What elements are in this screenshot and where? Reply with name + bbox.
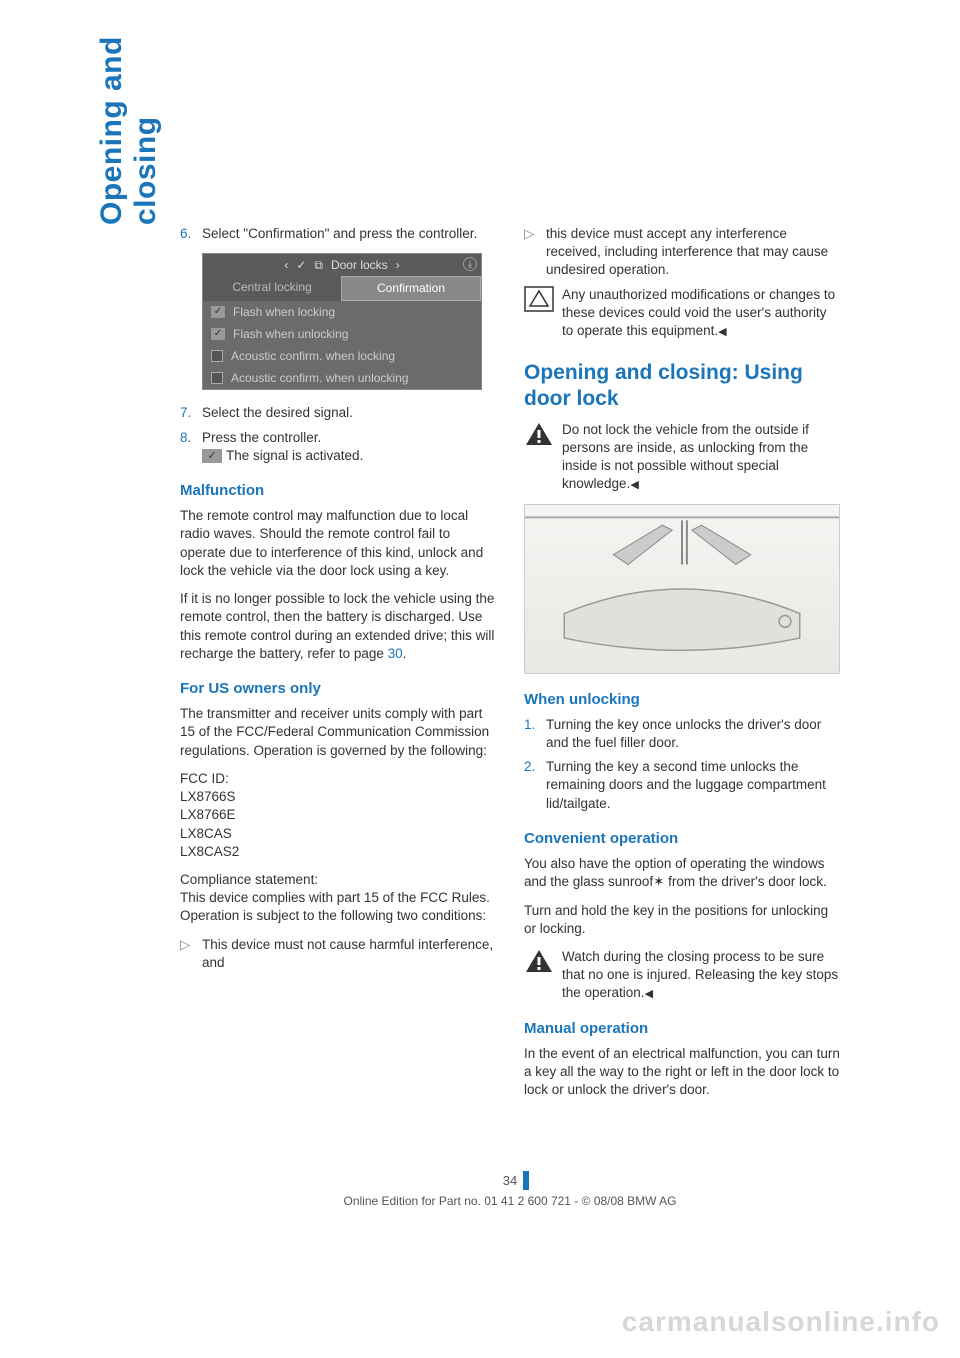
tab-confirmation: Confirmation	[341, 276, 481, 300]
paragraph: In the event of an electrical malfunctio…	[524, 1045, 840, 1100]
warning-notice: Watch during the closing process to be s…	[524, 948, 840, 1003]
checked-icon: ✓	[211, 328, 225, 340]
info-icon	[524, 286, 554, 312]
heading-manual-operation: Manual operation	[524, 1019, 840, 1039]
unchecked-icon	[211, 372, 223, 384]
paragraph: If it is no longer possible to lock the …	[180, 590, 496, 663]
left-column: 6. Select "Confirmation" and press the c…	[180, 225, 496, 1110]
bullet-icon: ▷	[524, 225, 546, 280]
paragraph: The remote control may malfunction due t…	[180, 507, 496, 580]
arrow-left-icon: ‹	[284, 257, 288, 273]
watermark: carmanualsonline.info	[622, 1306, 940, 1338]
step-number: 1.	[524, 716, 546, 752]
end-marker-icon: ◀	[718, 326, 726, 338]
step-text: Turning the key once unlocks the driver'…	[546, 716, 840, 752]
page-footer: 34 Online Edition for Part no. 01 41 2 6…	[180, 1171, 840, 1208]
section-sidebar-title: Opening and closing	[95, 0, 163, 225]
option-acoustic-locking: Acoustic confirm. when locking	[203, 345, 481, 367]
option-flash-unlocking: ✓ Flash when unlocking	[203, 323, 481, 345]
bullet-icon: ▷	[180, 936, 202, 972]
step-6: 6. Select "Confirmation" and press the c…	[180, 225, 496, 243]
option-acoustic-unlocking: Acoustic confirm. when unlocking	[203, 367, 481, 389]
tab-central-locking: Central locking	[203, 276, 341, 300]
option-label: Flash when unlocking	[233, 326, 348, 342]
paragraph: Compliance statement: This device compli…	[180, 871, 496, 926]
end-marker-icon: ◀	[645, 988, 653, 1000]
page-number: 34	[497, 1171, 523, 1190]
menu-circle-icon: ⤓	[463, 257, 477, 271]
screenshot-header: ‹ ✓ ⧉ Door locks › ⤓	[203, 254, 481, 276]
warning-icon	[524, 421, 554, 447]
page-link[interactable]: 30	[388, 646, 403, 661]
step-7: 7. Select the desired signal.	[180, 404, 496, 422]
paragraph: Turn and hold the key in the positions f…	[524, 902, 840, 938]
step-text: Select the desired signal.	[202, 404, 496, 422]
step-text: Turning the key a second time unlocks th…	[546, 758, 840, 813]
step-number: 8.	[180, 429, 202, 465]
check-icon: ✓	[296, 257, 306, 273]
bullet-text: This device must not cause harmful inter…	[202, 936, 496, 972]
step-8: 8. Press the controller. ✓The signal is …	[180, 429, 496, 465]
unlock-step-1: 1. Turning the key once unlocks the driv…	[524, 716, 840, 752]
warning-notice: Do not lock the vehicle from the outside…	[524, 421, 840, 494]
heading-convenient-operation: Convenient operation	[524, 829, 840, 849]
unlock-step-2: 2. Turning the key a second time unlocks…	[524, 758, 840, 813]
page-content: 6. Select "Confirmation" and press the c…	[180, 225, 840, 1110]
heading-when-unlocking: When unlocking	[524, 690, 840, 710]
idrive-screenshot: ‹ ✓ ⧉ Door locks › ⤓ Central locking Con…	[202, 253, 482, 390]
option-label: Acoustic confirm. when locking	[231, 348, 395, 364]
paragraph: You also have the option of operating th…	[524, 855, 840, 891]
door-handle-illustration	[524, 504, 840, 674]
heading-us-owners: For US owners only	[180, 679, 496, 699]
bullet-item: ▷ this device must accept any interferen…	[524, 225, 840, 280]
arrow-right-icon: ›	[396, 257, 400, 273]
paragraph: The transmitter and receiver units compl…	[180, 705, 496, 760]
warning-icon	[524, 948, 554, 974]
option-label: Acoustic confirm. when unlocking	[231, 370, 408, 386]
step-text: Press the controller. ✓The signal is act…	[202, 429, 496, 465]
step-number: 6.	[180, 225, 202, 243]
screenshot-tabs: Central locking Confirmation	[203, 276, 481, 300]
car-icon: ⧉	[314, 257, 323, 273]
notice-text: Any unauthorized modifications or change…	[562, 286, 840, 341]
fcc-ids: FCC ID: LX8766S LX8766E LX8CAS LX8CAS2	[180, 770, 496, 861]
notice-text: Do not lock the vehicle from the outside…	[562, 421, 840, 494]
step-number: 2.	[524, 758, 546, 813]
step-subtext: The signal is activated.	[226, 448, 363, 463]
end-marker-icon: ◀	[630, 479, 638, 491]
unchecked-icon	[211, 350, 223, 362]
notice-text: Watch during the closing process to be s…	[562, 948, 840, 1003]
step-text: Select "Confirmation" and press the cont…	[202, 225, 496, 243]
bullet-text: this device must accept any interference…	[546, 225, 840, 280]
right-column: ▷ this device must accept any interferen…	[524, 225, 840, 1110]
option-label: Flash when locking	[233, 304, 335, 320]
option-flash-locking: ✓ Flash when locking	[203, 301, 481, 323]
info-notice: Any unauthorized modifications or change…	[524, 286, 840, 341]
header-title: Door locks	[331, 257, 388, 273]
heading-opening-closing-door-lock: Opening and closing: Using door lock	[524, 360, 840, 410]
step-number: 7.	[180, 404, 202, 422]
bullet-item: ▷ This device must not cause harmful int…	[180, 936, 496, 972]
checked-icon: ✓	[211, 306, 225, 318]
checked-icon: ✓	[202, 449, 222, 463]
heading-malfunction: Malfunction	[180, 481, 496, 501]
footer-line: Online Edition for Part no. 01 41 2 600 …	[343, 1194, 676, 1208]
